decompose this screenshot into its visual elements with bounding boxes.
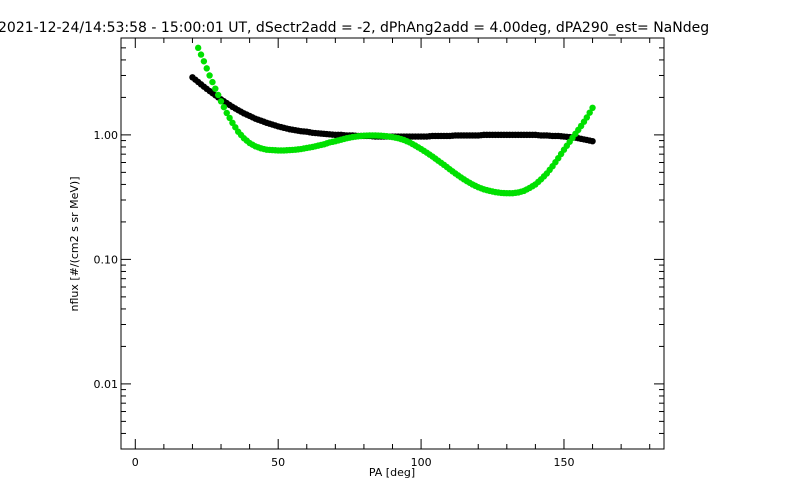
data-point [206,72,213,79]
data-point [212,85,219,92]
x-tick-label: 0 [132,456,139,469]
plot-frame [120,37,665,450]
chart-title: 2021-12-24/14:53:58 - 15:00:01 UT, dSect… [0,20,709,36]
series-0 [189,74,596,145]
x-tick-label: 50 [271,456,285,469]
x-axis-label: PA [deg] [369,466,415,479]
data-point [200,58,208,65]
data-point [194,44,202,52]
data-point [217,98,225,105]
data-point [197,51,205,58]
data-point [583,114,591,121]
data-point [589,104,596,112]
data-point [214,91,222,99]
y-tick-label: 0.10 [94,253,119,266]
y-tick-label: 0.01 [94,378,119,391]
x-tick-label: 100 [411,456,432,469]
data-point [203,65,210,72]
data-point [589,137,596,145]
data-points [189,44,596,197]
data-point [209,78,216,86]
data-point [226,114,233,122]
x-tick-label: 150 [553,456,574,469]
data-point [223,109,230,117]
data-point [586,109,593,116]
y-tick-label: 1.00 [94,129,119,142]
axis-ticks: 0 50 100 150 1.00 0.10 0.01 [94,37,664,469]
y-axis-label: nflux [#/(cm2 s sr MeV)] [68,177,81,312]
series-1 [194,44,596,197]
data-point [220,103,228,111]
